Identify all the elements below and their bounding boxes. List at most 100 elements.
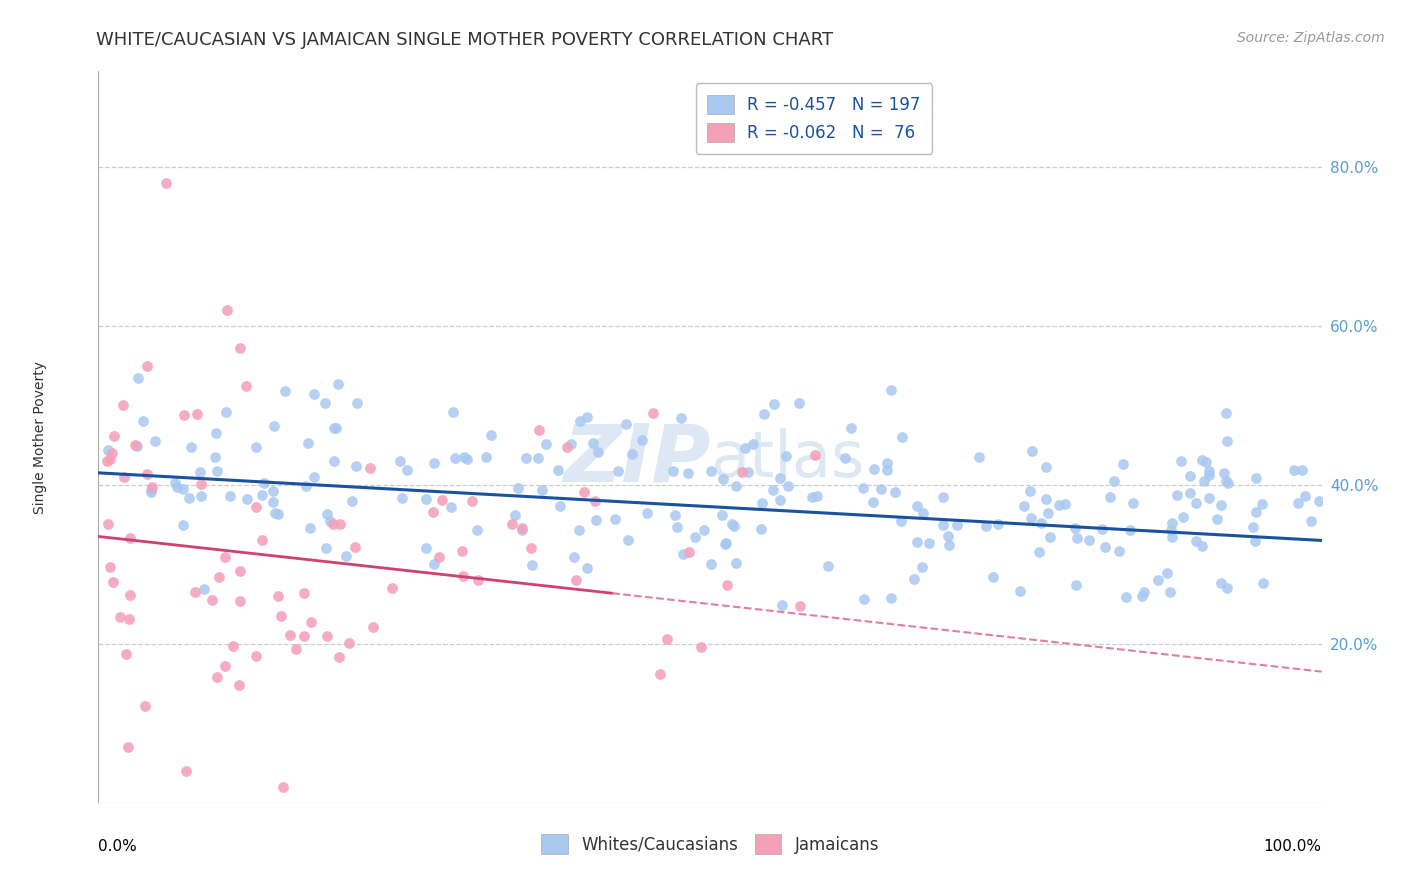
Point xyxy=(967,450,990,464)
Point xyxy=(800,491,823,505)
Point xyxy=(839,421,862,435)
Point xyxy=(343,540,366,554)
Point xyxy=(1218,475,1240,490)
Text: 100.0%: 100.0% xyxy=(1264,839,1322,855)
Point xyxy=(731,465,754,479)
Point xyxy=(111,398,134,412)
Point xyxy=(1008,583,1031,598)
Point xyxy=(215,405,238,419)
Point xyxy=(173,408,195,422)
Point xyxy=(1018,484,1040,499)
Point xyxy=(1178,469,1201,483)
Point xyxy=(806,489,828,503)
Point xyxy=(1066,578,1088,592)
Point xyxy=(460,494,482,508)
Point xyxy=(1215,406,1237,420)
Point xyxy=(568,523,591,537)
Point xyxy=(423,456,446,470)
Point xyxy=(693,523,716,537)
Point xyxy=(911,507,934,521)
Point xyxy=(737,466,759,480)
Point xyxy=(297,436,319,450)
Text: atlas: atlas xyxy=(710,428,865,490)
Point xyxy=(1244,534,1267,549)
Point xyxy=(479,427,502,442)
Point xyxy=(662,464,685,478)
Point xyxy=(204,426,226,441)
Point xyxy=(134,699,156,714)
Point xyxy=(467,573,489,587)
Point xyxy=(174,764,197,779)
Point xyxy=(235,379,257,393)
Point xyxy=(205,670,228,684)
Point xyxy=(678,545,700,559)
Point xyxy=(976,519,998,533)
Point xyxy=(586,445,609,459)
Point xyxy=(852,482,875,496)
Point xyxy=(190,465,212,479)
Point xyxy=(204,450,226,465)
Point xyxy=(110,610,132,624)
Point xyxy=(510,521,533,535)
Point xyxy=(1191,453,1213,467)
Point xyxy=(299,521,322,535)
Point xyxy=(236,491,259,506)
Point xyxy=(215,302,238,317)
Point xyxy=(132,414,155,428)
Point xyxy=(193,582,215,596)
Point xyxy=(1195,455,1218,469)
Point xyxy=(1206,512,1229,526)
Point xyxy=(1115,590,1137,604)
Point xyxy=(361,620,384,634)
Point xyxy=(299,615,322,629)
Point xyxy=(208,570,231,584)
Point xyxy=(548,500,571,514)
Point xyxy=(778,479,800,493)
Point xyxy=(772,598,794,612)
Point xyxy=(1166,488,1188,502)
Point xyxy=(98,451,121,466)
Point xyxy=(329,517,352,532)
Point xyxy=(884,485,907,500)
Point xyxy=(319,514,342,528)
Point xyxy=(1291,463,1313,477)
Point xyxy=(700,558,723,572)
Point xyxy=(172,482,194,496)
Point xyxy=(228,678,250,692)
Point xyxy=(430,492,453,507)
Point xyxy=(186,407,208,421)
Point xyxy=(605,512,627,526)
Point xyxy=(870,482,893,496)
Point xyxy=(515,450,537,465)
Point xyxy=(1194,475,1216,489)
Point xyxy=(1244,505,1267,519)
Point xyxy=(1244,470,1267,484)
Point xyxy=(444,451,467,466)
Text: 0.0%: 0.0% xyxy=(98,839,138,855)
Point xyxy=(547,463,569,477)
Point xyxy=(617,533,640,547)
Point xyxy=(100,446,122,460)
Point xyxy=(1198,491,1220,506)
Point xyxy=(1215,474,1237,488)
Point xyxy=(201,593,224,607)
Point xyxy=(853,592,876,607)
Point xyxy=(690,640,713,655)
Point xyxy=(117,740,139,755)
Point xyxy=(315,541,337,555)
Point xyxy=(723,519,745,533)
Point xyxy=(1308,494,1330,508)
Point xyxy=(139,485,162,500)
Point xyxy=(180,440,202,454)
Point xyxy=(981,569,1004,583)
Point xyxy=(262,484,284,499)
Point xyxy=(344,458,367,473)
Point xyxy=(245,649,267,664)
Point xyxy=(323,421,346,435)
Point xyxy=(328,376,350,391)
Point xyxy=(614,417,637,431)
Point xyxy=(876,456,898,470)
Point xyxy=(905,499,928,513)
Point xyxy=(1213,466,1236,480)
Point xyxy=(1156,566,1178,580)
